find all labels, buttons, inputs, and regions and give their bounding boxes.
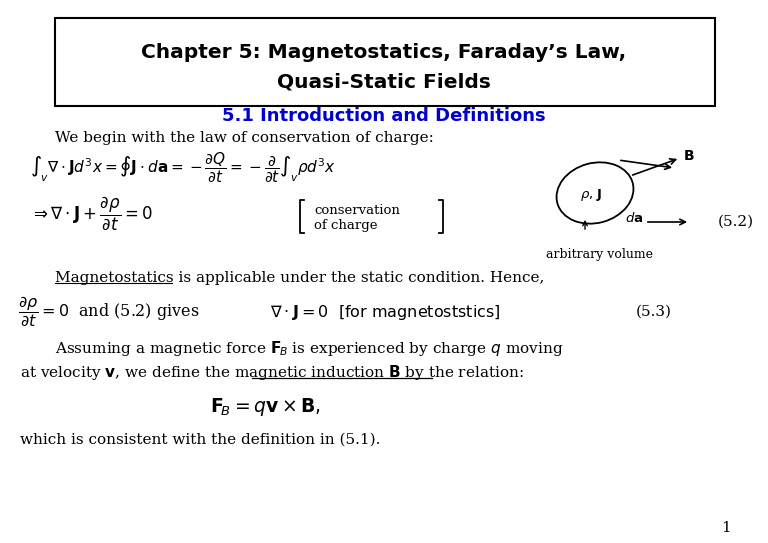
- Text: $\Rightarrow \nabla \cdot \mathbf{J} + \dfrac{\partial \rho}{\partial t} = 0$: $\Rightarrow \nabla \cdot \mathbf{J} + \…: [30, 194, 153, 232]
- Text: conservation: conservation: [314, 204, 400, 217]
- Text: $\mathbf{F}_{\!B} = q\mathbf{v} \times \mathbf{B},$: $\mathbf{F}_{\!B} = q\mathbf{v} \times \…: [210, 396, 321, 418]
- Text: (5.2): (5.2): [718, 215, 754, 229]
- Text: We begin with the law of conservation of charge:: We begin with the law of conservation of…: [55, 131, 434, 145]
- Text: at velocity $\mathbf{v}$, we define the magnetic induction $\mathbf{B}$ by the r: at velocity $\mathbf{v}$, we define the …: [20, 363, 524, 382]
- Text: 1: 1: [721, 521, 731, 535]
- Text: $\bf{B}$: $\bf{B}$: [683, 149, 694, 163]
- Text: 5.1 Introduction and Definitions: 5.1 Introduction and Definitions: [222, 107, 546, 125]
- Text: Quasi-Static Fields: Quasi-Static Fields: [277, 73, 491, 92]
- Text: $\int_v \nabla \cdot \mathbf{J}d^3x = \oint \mathbf{J} \cdot d\mathbf{a} = -\dfr: $\int_v \nabla \cdot \mathbf{J}d^3x = \o…: [30, 150, 336, 185]
- Text: of charge: of charge: [314, 219, 378, 232]
- Text: $\dfrac{\partial \rho}{\partial t} = 0$  and (5.2) gives: $\dfrac{\partial \rho}{\partial t} = 0$ …: [18, 295, 200, 329]
- FancyBboxPatch shape: [55, 18, 715, 106]
- Text: Assuming a magnetic force $\mathbf{F}_{\!B}$ is experienced by charge $q$ moving: Assuming a magnetic force $\mathbf{F}_{\…: [55, 339, 564, 358]
- Text: $\nabla \cdot \mathbf{J} = 0$  [for magnetoststics]: $\nabla \cdot \mathbf{J} = 0$ [for magne…: [270, 302, 501, 321]
- Text: (5.3): (5.3): [636, 305, 672, 319]
- Text: $d\mathbf{a}$: $d\mathbf{a}$: [625, 211, 644, 225]
- Text: $\rho$, $\bf{J}$: $\rho$, $\bf{J}$: [580, 187, 602, 203]
- Text: arbitrary volume: arbitrary volume: [547, 248, 654, 261]
- Text: which is consistent with the definition in (5.1).: which is consistent with the definition …: [20, 433, 380, 447]
- Text: Chapter 5: Magnetostatics, Faraday’s Law,: Chapter 5: Magnetostatics, Faraday’s Law…: [141, 42, 627, 61]
- Text: Magnetostatics is applicable under the static condition. Hence,: Magnetostatics is applicable under the s…: [55, 271, 545, 285]
